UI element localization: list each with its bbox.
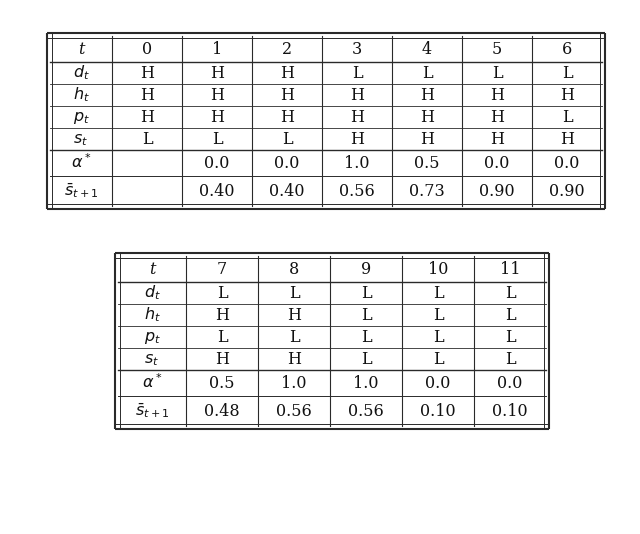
Text: 0.10: 0.10: [420, 403, 456, 420]
Text: H: H: [350, 130, 364, 147]
Text: $h_t$: $h_t$: [143, 305, 161, 324]
Text: L: L: [505, 350, 515, 367]
Text: $p_t$: $p_t$: [143, 328, 161, 345]
Text: 10: 10: [428, 261, 448, 278]
Text: 0.56: 0.56: [348, 403, 384, 420]
Text: H: H: [560, 87, 574, 104]
Text: 0.0: 0.0: [275, 154, 300, 171]
Text: L: L: [141, 130, 152, 147]
Text: 0.48: 0.48: [204, 403, 240, 420]
Text: L: L: [433, 307, 444, 324]
Text: 0.0: 0.0: [554, 154, 580, 171]
Text: 0.40: 0.40: [199, 183, 235, 200]
Text: $\alpha^*$: $\alpha^*$: [141, 374, 163, 392]
Text: t: t: [149, 261, 155, 278]
Text: L: L: [433, 350, 444, 367]
Text: 0.73: 0.73: [409, 183, 445, 200]
Text: 6: 6: [562, 41, 572, 58]
Text: $\bar{s}_{t+1}$: $\bar{s}_{t+1}$: [134, 402, 170, 420]
Text: H: H: [420, 108, 434, 125]
Text: L: L: [361, 328, 371, 345]
Text: 0.0: 0.0: [484, 154, 509, 171]
Text: H: H: [210, 65, 224, 82]
Text: L: L: [217, 328, 227, 345]
Text: H: H: [350, 108, 364, 125]
Text: 0.10: 0.10: [492, 403, 528, 420]
Text: $\alpha^*$: $\alpha^*$: [70, 154, 92, 172]
Text: L: L: [505, 285, 515, 302]
Text: 4: 4: [422, 41, 432, 58]
Text: L: L: [492, 65, 502, 82]
Text: 5: 5: [492, 41, 502, 58]
Text: 1.0: 1.0: [281, 374, 307, 391]
Text: L: L: [361, 285, 371, 302]
Text: 0.0: 0.0: [204, 154, 230, 171]
Text: 0.5: 0.5: [414, 154, 440, 171]
Text: 0.56: 0.56: [276, 403, 312, 420]
Text: 1.0: 1.0: [344, 154, 370, 171]
Text: H: H: [210, 87, 224, 104]
Text: L: L: [422, 65, 432, 82]
Text: H: H: [210, 108, 224, 125]
Text: 9: 9: [361, 261, 371, 278]
Text: 0.56: 0.56: [339, 183, 375, 200]
Text: 0.0: 0.0: [426, 374, 451, 391]
Text: H: H: [140, 65, 154, 82]
Text: H: H: [280, 65, 294, 82]
Text: 0.5: 0.5: [209, 374, 235, 391]
Text: 0.90: 0.90: [549, 183, 585, 200]
Text: L: L: [289, 328, 300, 345]
Text: $h_t$: $h_t$: [72, 85, 90, 104]
Text: 0.0: 0.0: [497, 374, 523, 391]
Text: 8: 8: [289, 261, 299, 278]
Text: H: H: [490, 87, 504, 104]
Text: 0.40: 0.40: [269, 183, 305, 200]
Text: 2: 2: [282, 41, 292, 58]
Text: H: H: [560, 130, 574, 147]
Text: H: H: [280, 108, 294, 125]
Text: L: L: [505, 307, 515, 324]
Text: H: H: [280, 87, 294, 104]
Text: H: H: [420, 130, 434, 147]
Text: 3: 3: [352, 41, 362, 58]
Text: L: L: [433, 328, 444, 345]
Text: H: H: [490, 130, 504, 147]
Text: 1.0: 1.0: [353, 374, 379, 391]
Text: L: L: [361, 350, 371, 367]
Text: H: H: [215, 350, 229, 367]
Text: 1: 1: [212, 41, 222, 58]
Text: H: H: [140, 108, 154, 125]
Text: $d_t$: $d_t$: [72, 64, 90, 82]
Text: $d_t$: $d_t$: [143, 284, 161, 302]
Text: L: L: [562, 65, 572, 82]
Text: L: L: [562, 108, 572, 125]
Text: L: L: [433, 285, 444, 302]
Text: H: H: [287, 350, 301, 367]
Text: H: H: [350, 87, 364, 104]
Text: $s_t$: $s_t$: [145, 350, 159, 367]
Text: L: L: [352, 65, 362, 82]
Text: t: t: [78, 41, 84, 58]
Text: L: L: [212, 130, 222, 147]
Text: H: H: [287, 307, 301, 324]
Text: H: H: [215, 307, 229, 324]
Text: L: L: [282, 130, 292, 147]
Text: 7: 7: [217, 261, 227, 278]
Text: H: H: [140, 87, 154, 104]
Text: H: H: [420, 87, 434, 104]
Text: H: H: [490, 108, 504, 125]
Text: L: L: [361, 307, 371, 324]
Text: L: L: [289, 285, 300, 302]
Text: 0: 0: [142, 41, 152, 58]
Text: L: L: [217, 285, 227, 302]
Text: $p_t$: $p_t$: [72, 108, 90, 125]
Text: 0.90: 0.90: [479, 183, 515, 200]
Text: L: L: [505, 328, 515, 345]
Text: 11: 11: [500, 261, 520, 278]
Text: $\bar{s}_{t+1}$: $\bar{s}_{t+1}$: [64, 182, 99, 200]
Text: $s_t$: $s_t$: [74, 130, 88, 147]
